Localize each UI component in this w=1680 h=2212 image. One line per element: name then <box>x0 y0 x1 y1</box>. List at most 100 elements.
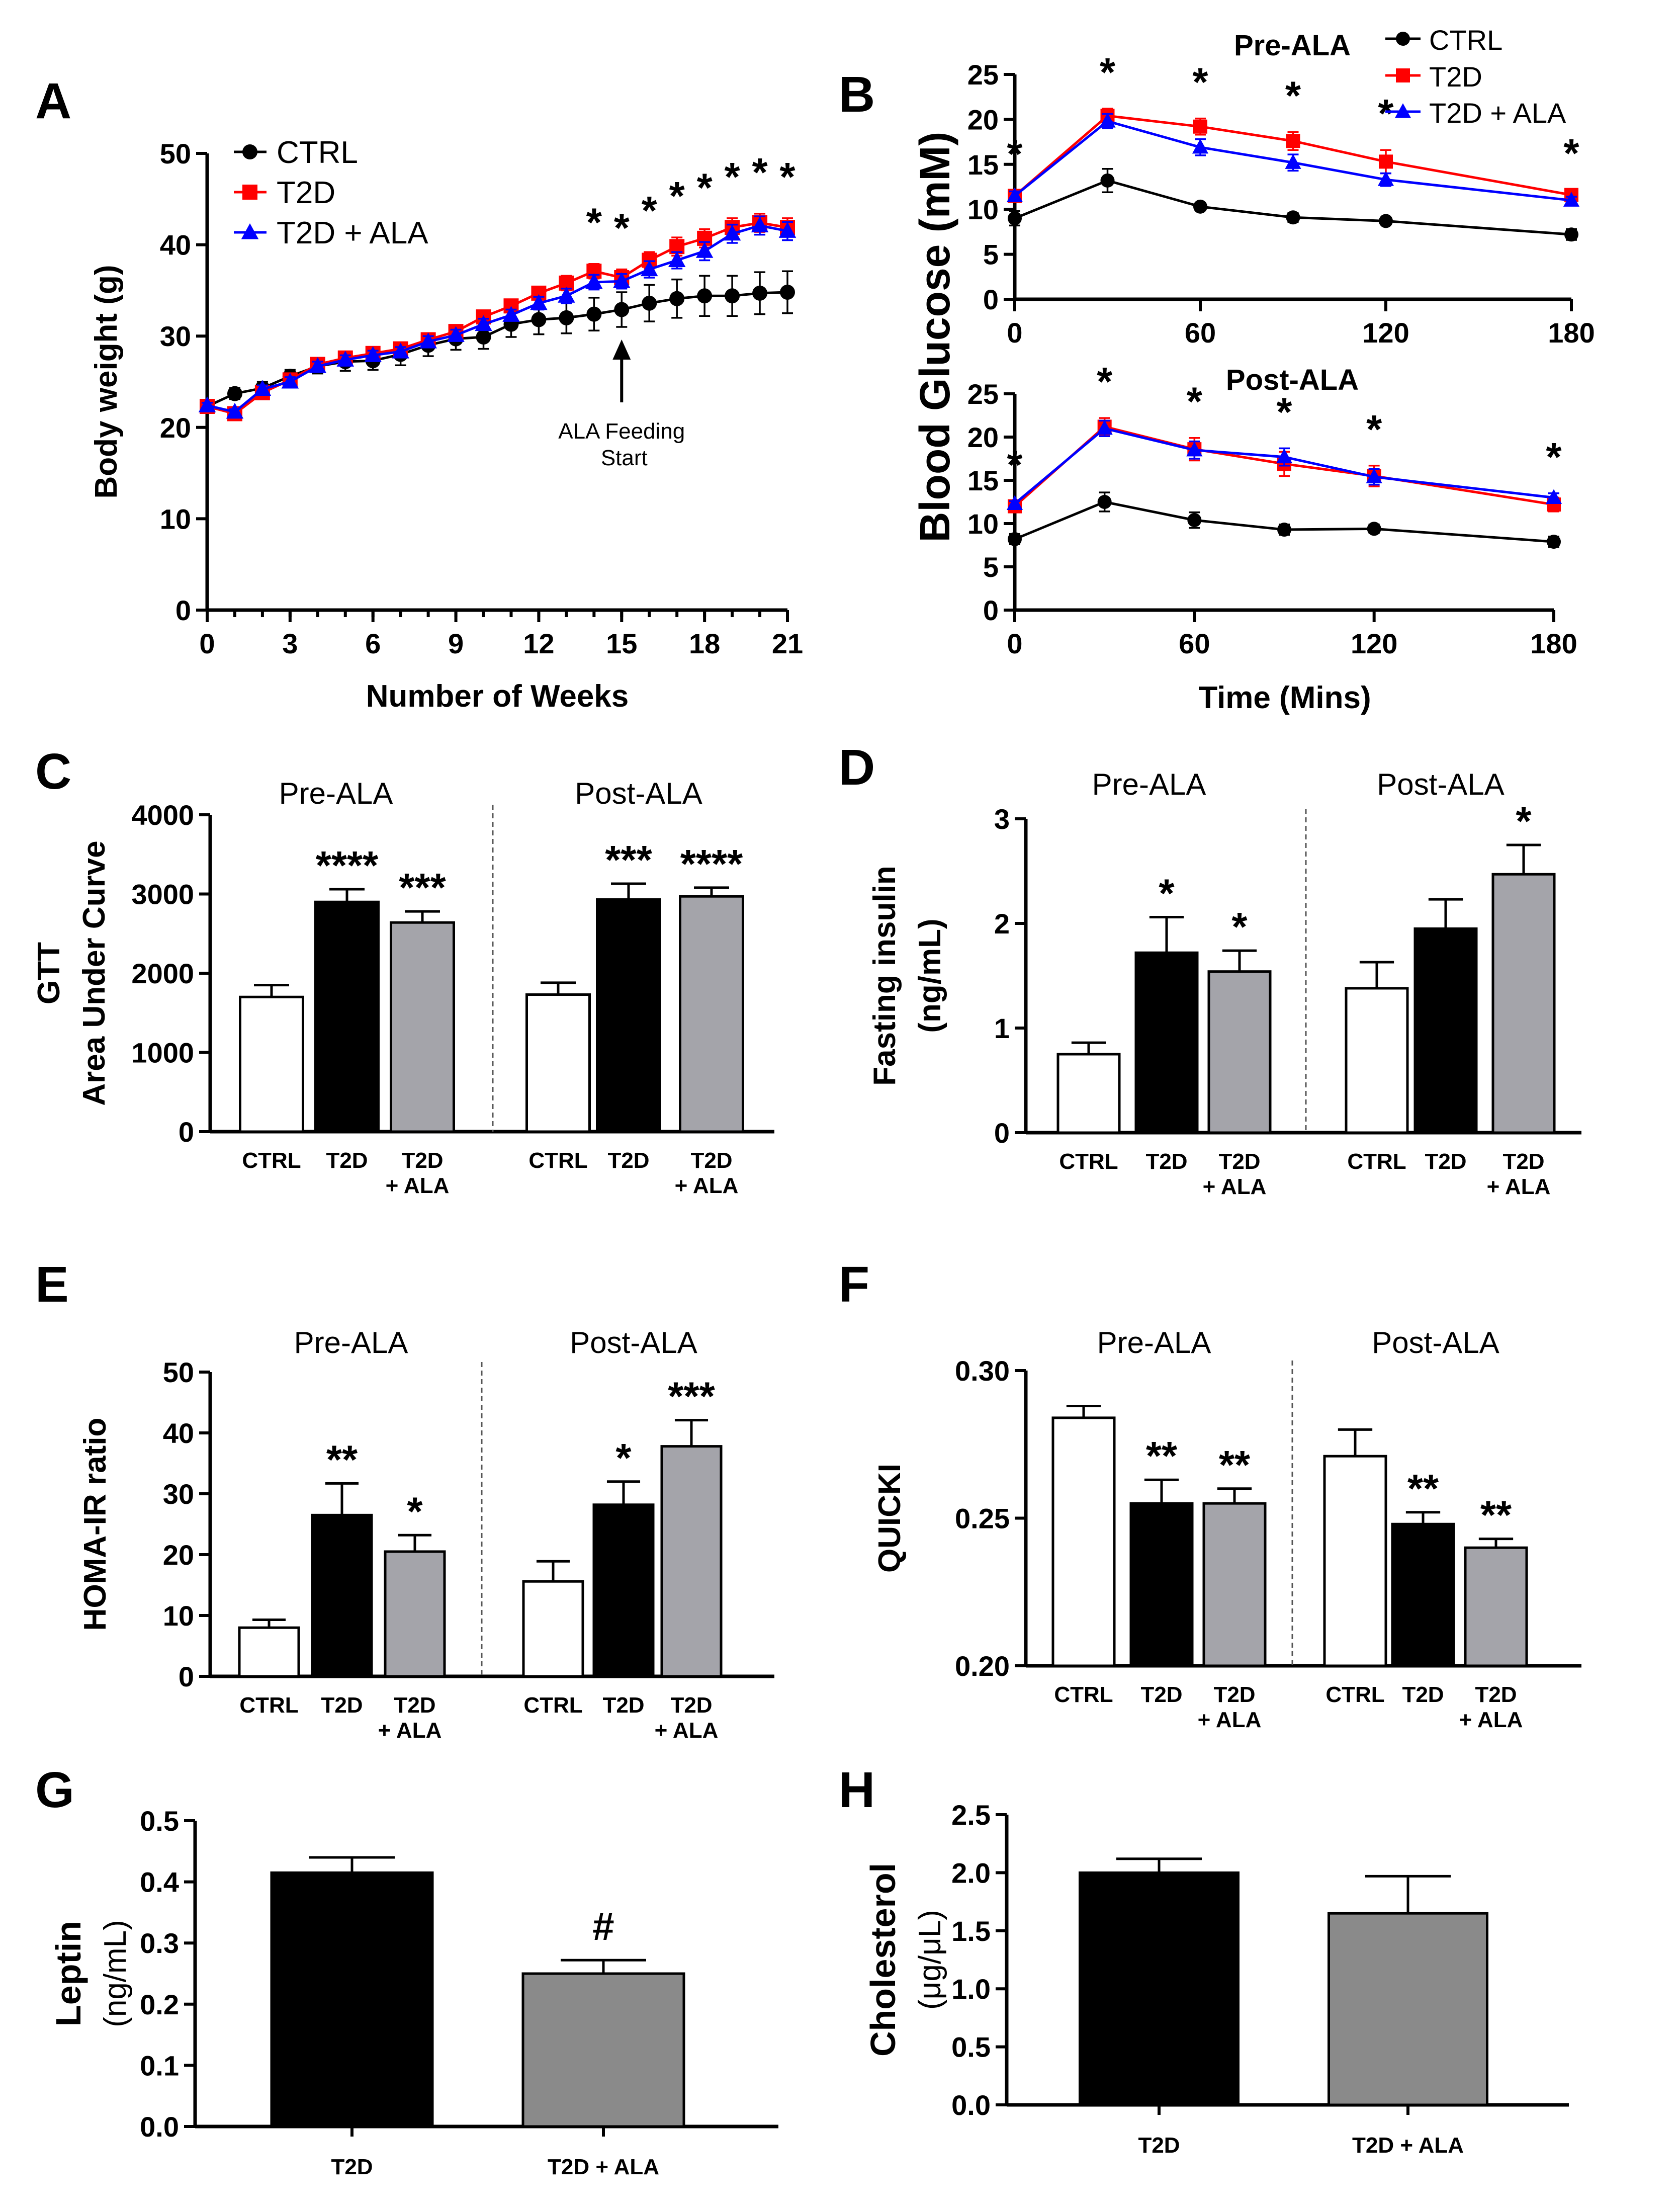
panel-label: C <box>35 743 71 800</box>
x-tick-label: 0 <box>199 628 215 659</box>
x-tick-label: 18 <box>689 628 720 659</box>
legend-marker <box>1394 103 1411 118</box>
group-label: Pre-ALA <box>294 1326 408 1359</box>
x-category-label: T2D <box>1402 1682 1444 1707</box>
x-tick-label: 0 <box>1007 628 1022 659</box>
data-point <box>1547 535 1561 549</box>
legend-entry: T2D <box>1429 61 1482 93</box>
group-label: Post-ALA <box>575 777 702 810</box>
series-line <box>1014 120 1572 202</box>
y-tick-label: 50 <box>160 138 191 169</box>
bar <box>660 1445 723 1678</box>
series-t2d-ala <box>1006 419 1562 511</box>
y-tick-label: 4000 <box>131 799 194 831</box>
significance-star: * <box>1285 73 1301 118</box>
series-line <box>206 291 788 408</box>
bar <box>1079 1871 1240 2106</box>
y-tick-label: 0 <box>983 594 999 626</box>
y-tick-label: 1000 <box>131 1037 194 1069</box>
y-axis-label: Leptin <box>49 1921 88 2026</box>
significance-stars: **** <box>680 841 743 886</box>
data-point <box>336 351 355 367</box>
panel-label: G <box>35 1762 74 1818</box>
data-point <box>1564 227 1578 242</box>
arrow-head <box>612 339 631 360</box>
y-tick-label: 2.0 <box>951 1857 991 1889</box>
bar <box>596 898 661 1133</box>
y-axis-label: HOMA-IR ratio <box>78 1418 113 1631</box>
data-point <box>1193 119 1207 134</box>
legend-entry: CTRL <box>1429 24 1502 56</box>
significance-mark: # <box>592 1904 614 1948</box>
chart-f: F 0.20 0.25 0.30 QUICKI Pre-ALA CTRL ** T2D ** T2D… <box>839 1256 1581 1732</box>
y-tick-label: 10 <box>967 508 999 540</box>
x-category-label: T2D <box>607 1148 649 1173</box>
x-category-label: CTRL <box>1325 1682 1384 1707</box>
bar <box>521 1972 685 2128</box>
chart-c: C 0 1000 2000 3000 4000 GTT Area Under Curve Pre… <box>32 743 774 1198</box>
x-category-label: T2D + ALA <box>548 2155 659 2179</box>
data-point <box>1379 214 1393 228</box>
bar <box>1391 1522 1455 1667</box>
significance-stars: ** <box>326 1437 358 1482</box>
annotation-text: Start <box>601 446 648 470</box>
significance-star: * <box>669 174 685 218</box>
x-category-label: T2D <box>690 1148 732 1173</box>
y-tick-label: 0.3 <box>140 1927 179 1959</box>
data-point <box>392 343 409 359</box>
x-tick-label: 60 <box>1179 628 1210 659</box>
data-point <box>253 380 272 396</box>
y-tick-label: 2000 <box>131 958 194 989</box>
x-category-label: T2D <box>321 1693 363 1718</box>
data-point <box>614 302 630 317</box>
data-point <box>1099 113 1116 128</box>
y-tick-label: 10 <box>163 1600 194 1632</box>
x-tick-label: 120 <box>1351 628 1397 659</box>
significance-star: * <box>1546 435 1562 479</box>
x-category-label: T2D <box>1140 1682 1182 1707</box>
y-tick-label: 20 <box>967 421 999 453</box>
x-category-label: + ALA <box>1203 1174 1267 1199</box>
legend-entry: T2D + ALA <box>1429 97 1566 129</box>
x-tick-label: 120 <box>1362 317 1409 349</box>
significance-star: * <box>1007 442 1023 487</box>
significance-star: * <box>1276 389 1292 434</box>
data-point <box>751 216 769 232</box>
significance-stars: * <box>1516 799 1532 843</box>
data-point <box>723 224 741 241</box>
y-tick-label: 15 <box>967 149 999 181</box>
data-point <box>198 396 216 412</box>
data-point <box>1276 448 1293 464</box>
x-category-label: CTRL <box>1059 1149 1118 1174</box>
x-tick-label: 6 <box>365 628 381 659</box>
x-category-label: T2D <box>1425 1149 1466 1174</box>
y-tick-label: 0.0 <box>951 2089 991 2121</box>
x-category-label: T2D <box>602 1693 644 1718</box>
y-tick-label: 0 <box>983 284 999 315</box>
significance-stars: *** <box>399 865 446 910</box>
x-tick-label: 15 <box>606 628 637 659</box>
y-axis-label: Cholesterol <box>863 1863 903 2057</box>
y-tick-label: 1.5 <box>951 1915 991 1947</box>
bar <box>592 1503 655 1678</box>
x-tick-label: 21 <box>772 628 803 659</box>
significance-stars: ** <box>1219 1442 1251 1487</box>
significance-star: * <box>1097 359 1113 404</box>
significance-star: * <box>1378 91 1394 136</box>
data-point <box>642 295 657 311</box>
x-tick-label: 12 <box>523 628 554 659</box>
significance-stars: ** <box>1407 1466 1439 1511</box>
data-point <box>1097 495 1112 509</box>
x-category-label: T2D + ALA <box>1352 2133 1464 2158</box>
data-point <box>669 291 685 306</box>
x-category-label: T2D <box>326 1148 368 1173</box>
data-point <box>227 386 242 401</box>
y-tick-label: 0.5 <box>140 1805 179 1837</box>
significance-star: * <box>697 165 713 210</box>
data-point <box>780 285 795 300</box>
y-tick-label: 30 <box>163 1478 194 1510</box>
